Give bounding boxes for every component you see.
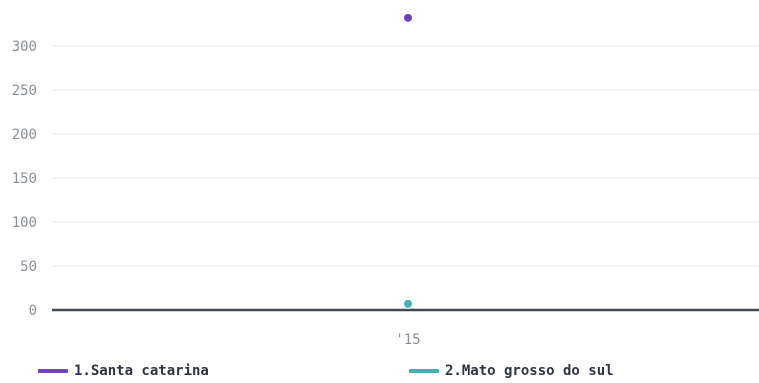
x-axis-tick-labels: '15 [395, 332, 420, 348]
y-tick-label-250: 250 [12, 83, 37, 99]
legend-item-series-2: 2.Mato grosso do sul [409, 363, 614, 379]
y-tick-label-300: 300 [12, 39, 37, 55]
y-tick-label-200: 200 [12, 127, 37, 143]
data-point-series-2-0[interactable] [403, 298, 413, 309]
y-tick-label-0: 0 [29, 303, 37, 319]
legend-swatch-series-1 [38, 369, 68, 373]
legend-swatch-series-2 [409, 369, 439, 373]
legend-item-series-1: 1.Santa catarina [38, 363, 209, 379]
data-point-series-1-0[interactable] [403, 12, 413, 23]
legend-label-series-1: 1.Santa catarina [74, 363, 209, 379]
chart-plot: 0 50 100 150 200 250 300 '15 [12, 12, 759, 348]
y-axis-tick-labels: 0 50 100 150 200 250 300 [12, 39, 37, 319]
legend: 1.Santa catarina 2.Mato grosso do sul [0, 363, 759, 383]
x-tick-label-0: '15 [395, 332, 420, 348]
legend-label-series-2: 2.Mato grosso do sul [445, 363, 614, 379]
y-tick-label-50: 50 [20, 259, 37, 275]
gridlines [52, 45, 759, 267]
y-tick-label-100: 100 [12, 215, 37, 231]
data-points [403, 12, 413, 309]
y-tick-label-150: 150 [12, 171, 37, 187]
